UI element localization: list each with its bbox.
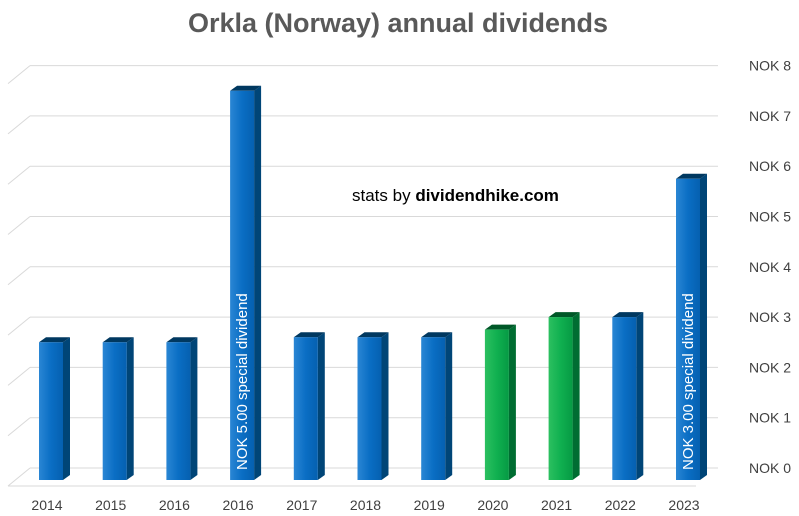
bar-side xyxy=(126,337,134,480)
y-tick-label: NOK 4 xyxy=(749,259,791,275)
gridline-side xyxy=(7,316,31,336)
bar-top xyxy=(293,332,325,338)
bar-top xyxy=(102,337,134,343)
bar-front xyxy=(230,90,255,480)
bar-top xyxy=(230,85,262,91)
x-axis-ticks: 2014 2015 2016 2016 2017 2018 2019 2020 2021 2022… xyxy=(31,497,699,513)
bar-front xyxy=(676,178,700,480)
gridline-side xyxy=(7,216,31,235)
x-tick-label: 2019 xyxy=(414,497,445,513)
bar xyxy=(548,312,580,480)
bar-front xyxy=(357,337,382,480)
bar-side xyxy=(700,173,707,480)
y-tick-label: NOK 7 xyxy=(749,108,791,124)
y-tick-label: NOK 2 xyxy=(749,359,791,375)
bar-front xyxy=(102,342,127,480)
gridline-side xyxy=(7,65,31,84)
bar-top xyxy=(484,324,516,330)
bar xyxy=(39,337,70,480)
bar-note: NOK 3.00 special dividend xyxy=(680,293,697,470)
x-tick-label: 2022 xyxy=(605,497,636,513)
y-tick-label: NOK 0 xyxy=(749,460,791,476)
bar-top xyxy=(548,312,580,318)
gridline-side xyxy=(7,467,31,487)
bar-front xyxy=(293,337,318,480)
bar-top xyxy=(612,312,644,318)
chart-title: Orkla (Norway) annual dividends xyxy=(188,8,608,38)
bar xyxy=(102,337,134,480)
bar-side xyxy=(636,312,644,480)
bar-front xyxy=(484,329,509,480)
bar xyxy=(612,312,644,480)
y-tick-label: NOK 6 xyxy=(749,158,791,174)
bar-front xyxy=(612,317,637,480)
bar-side xyxy=(317,332,325,480)
bar: NOK 5.00 special dividend xyxy=(230,85,262,480)
y-tick-label: NOK 3 xyxy=(749,309,791,325)
bar-side xyxy=(445,332,453,480)
y-tick-label: NOK 1 xyxy=(749,410,791,426)
bar-front xyxy=(39,342,63,480)
x-tick-label: 2020 xyxy=(477,497,508,513)
x-tick-label: 2014 xyxy=(31,497,62,513)
bar: NOK 3.00 special dividend xyxy=(676,173,707,480)
x-tick-label: 2017 xyxy=(286,497,317,513)
x-tick-label: 2018 xyxy=(350,497,381,513)
y-tick-label: NOK 5 xyxy=(749,209,791,225)
bar-top xyxy=(676,173,707,179)
bar-side xyxy=(508,324,516,480)
bar xyxy=(357,332,389,480)
bar xyxy=(166,337,198,480)
annotation-prefix: stats by xyxy=(352,186,415,205)
bar-side xyxy=(572,312,580,480)
y-tick-label: NOK 8 xyxy=(749,58,791,74)
bar-top xyxy=(357,332,389,338)
bar-top xyxy=(166,337,198,343)
bar-top xyxy=(421,332,453,338)
x-tick-label: 2023 xyxy=(668,497,699,513)
bar-side xyxy=(63,337,70,480)
annotation-brand: dividendhike.com xyxy=(415,186,559,205)
gridline-side xyxy=(7,417,31,437)
stats-annotation: stats by dividendhike.com xyxy=(352,186,559,205)
x-tick-label: 2021 xyxy=(541,497,572,513)
bar-series: NOK 5.00 special dividend NOK 3.00 specia… xyxy=(39,85,707,480)
gridline-side xyxy=(7,165,31,185)
x-tick-label: 2016 xyxy=(223,497,254,513)
x-tick-label: 2016 xyxy=(159,497,190,513)
bar-front xyxy=(166,342,191,480)
bar-front xyxy=(548,317,573,480)
bar-note: NOK 5.00 special dividend xyxy=(234,293,251,470)
bar xyxy=(293,332,325,480)
bar xyxy=(421,332,453,480)
gridline-side xyxy=(7,266,31,286)
gridline-side xyxy=(7,115,31,135)
y-axis-ticks: NOK 0 NOK 1 NOK 2 NOK 3 NOK 4 NOK 5 NOK 6 NOK 7… xyxy=(749,58,791,476)
x-tick-label: 2015 xyxy=(95,497,126,513)
bar-top xyxy=(39,337,70,343)
bar-front xyxy=(421,337,446,480)
bar-side xyxy=(381,332,389,480)
gridline-side xyxy=(7,367,31,386)
bar-side xyxy=(254,85,262,480)
bar xyxy=(484,324,516,480)
bar-side xyxy=(190,337,198,480)
